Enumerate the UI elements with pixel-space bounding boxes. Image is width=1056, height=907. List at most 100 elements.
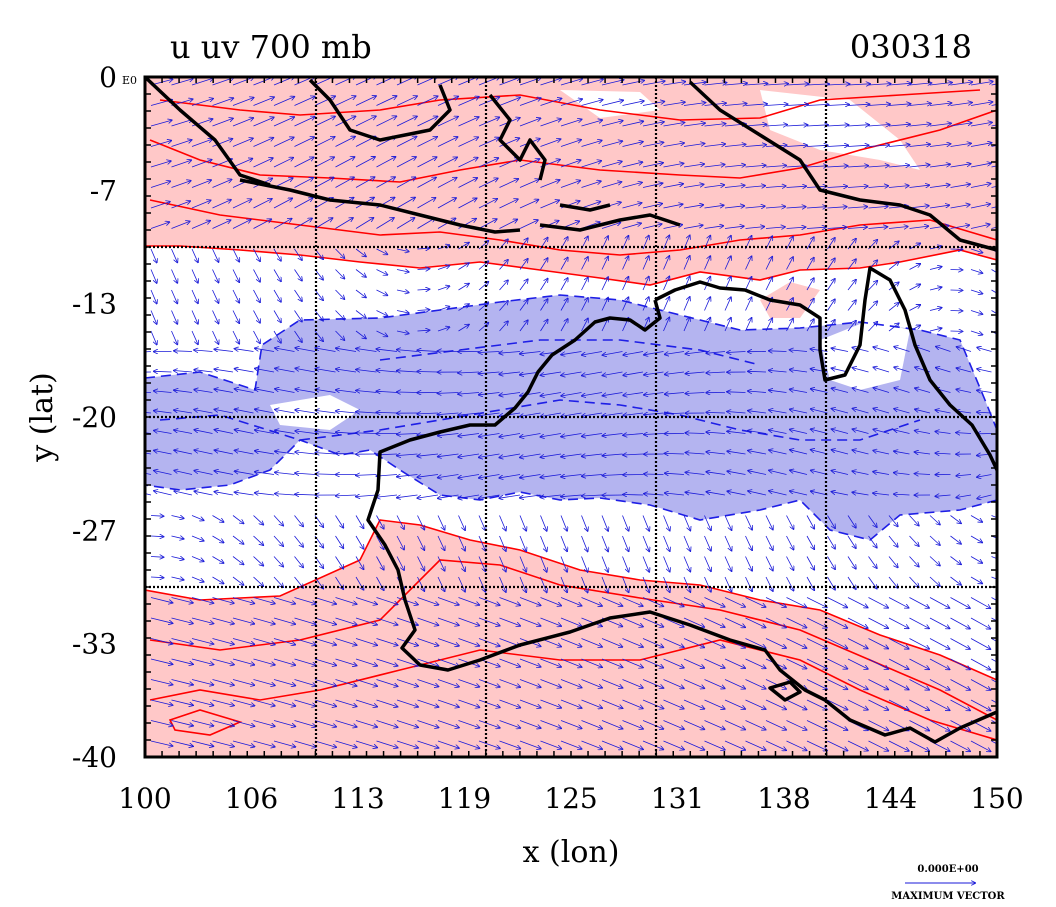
wind-vector <box>827 145 849 146</box>
wind-vector <box>255 430 275 434</box>
wind-vector <box>970 310 982 315</box>
wind-vector <box>623 495 644 496</box>
wind-vector <box>253 556 264 566</box>
wind-vector <box>192 762 213 767</box>
wind-vector <box>479 433 500 437</box>
wind-vector <box>174 471 193 475</box>
wind-vector <box>601 100 623 106</box>
wind-vector <box>663 297 670 311</box>
wind-vector <box>769 491 787 496</box>
wind-vector <box>806 278 814 291</box>
wind-vector <box>540 78 562 86</box>
wind-vector <box>888 145 910 147</box>
wind-vector <box>601 141 622 147</box>
wind-vector <box>811 491 828 496</box>
wind-vector <box>806 617 827 628</box>
wind-vector <box>704 185 725 188</box>
wind-vector <box>956 389 972 393</box>
wind-vector <box>418 782 439 789</box>
wind-vector <box>294 310 302 322</box>
wind-vector <box>171 597 193 603</box>
wind-vector <box>314 269 323 280</box>
wind-vector <box>868 556 877 569</box>
wind-vector <box>663 102 685 106</box>
wind-vector <box>376 330 388 336</box>
wind-vector <box>950 556 961 565</box>
wind-vector <box>915 431 931 434</box>
wind-vector <box>847 617 868 628</box>
wind-vector <box>868 186 889 188</box>
wind-vector <box>215 369 234 373</box>
wind-vector <box>560 658 582 667</box>
wind-vector <box>847 186 868 187</box>
wind-vector <box>765 318 772 332</box>
wind-vector <box>766 762 786 771</box>
wind-vector <box>601 638 622 647</box>
wind-vector <box>888 323 899 332</box>
wind-vector <box>888 617 909 628</box>
wind-vector <box>909 124 931 126</box>
wind-vector <box>273 117 294 127</box>
wind-vector <box>786 617 807 628</box>
wind-vector <box>171 221 190 229</box>
wind-vector <box>811 389 828 393</box>
wind-vector <box>396 270 409 273</box>
wind-vector <box>970 184 991 188</box>
wind-vector <box>705 782 725 791</box>
wind-vector <box>683 699 704 709</box>
wind-vector <box>396 249 409 252</box>
wind-vector <box>704 679 725 689</box>
wind-vector <box>275 451 295 455</box>
wind-vector <box>642 204 662 209</box>
wind-vector <box>273 137 294 147</box>
wind-vector <box>191 617 213 624</box>
wind-vector <box>194 491 213 496</box>
wind-vector <box>194 350 213 352</box>
wind-vector <box>150 679 172 685</box>
wind-vector <box>174 371 193 373</box>
wind-vector <box>991 597 997 602</box>
wind-vector <box>724 297 731 311</box>
wind-vector <box>356 433 377 434</box>
wind-vector <box>847 535 856 548</box>
wind-vector <box>499 220 518 229</box>
wind-vector <box>868 301 878 311</box>
wind-vector <box>765 104 787 105</box>
wind-vector <box>396 177 415 188</box>
wind-vector <box>540 597 562 606</box>
wind-vector <box>145 493 152 496</box>
wind-vector <box>1012 516 1024 519</box>
wind-vector <box>601 515 608 531</box>
wind-vector <box>396 290 409 293</box>
wind-vector <box>623 782 643 790</box>
wind-vector <box>396 699 418 707</box>
wind-vector <box>644 434 664 435</box>
wind-vector <box>540 535 547 551</box>
wind-vector <box>915 452 931 454</box>
wind-vector <box>581 79 603 86</box>
wind-vector <box>519 320 528 332</box>
wind-vector <box>1012 680 1031 691</box>
wind-vector <box>540 200 560 209</box>
wind-vector <box>642 224 662 229</box>
wind-vector <box>355 248 366 256</box>
wind-vector <box>500 782 521 789</box>
wind-vector <box>215 430 234 434</box>
wind-vector <box>479 412 500 416</box>
wind-vector <box>540 299 548 311</box>
wind-vector <box>929 535 940 545</box>
wind-vector <box>888 303 899 311</box>
wind-vector <box>706 472 726 475</box>
wind-vector <box>560 258 568 270</box>
wind-vector <box>929 556 940 566</box>
wind-vector <box>790 470 808 475</box>
wind-vector <box>642 658 663 668</box>
wind-vector <box>642 183 662 188</box>
wind-vector <box>335 96 356 106</box>
wind-vector <box>909 535 919 546</box>
wind-vector <box>745 145 767 147</box>
wind-vector <box>847 280 856 291</box>
wind-vector <box>622 203 642 209</box>
wind-vector <box>745 277 752 291</box>
wind-vector <box>355 699 377 707</box>
